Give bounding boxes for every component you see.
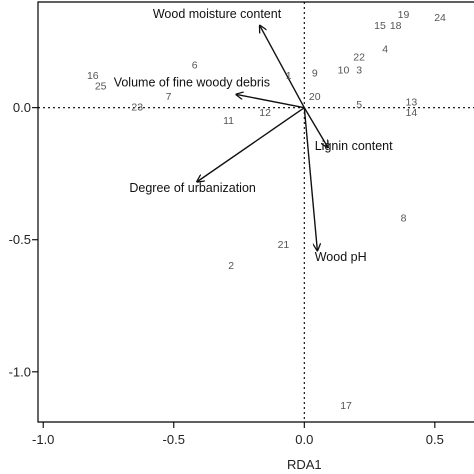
site-point-label: 1 bbox=[286, 70, 292, 82]
plot-frame bbox=[37, 1, 474, 423]
reference-lines bbox=[38, 2, 474, 422]
x-axis-title: RDA1 bbox=[287, 457, 322, 472]
vector-label: Volume of fine woody debris bbox=[114, 76, 270, 90]
y-tick-label: -0.5 bbox=[9, 232, 31, 247]
x-tick-label: 0.5 bbox=[426, 432, 444, 447]
site-point-label: 11 bbox=[223, 115, 234, 127]
vector-label: Wood moisture content bbox=[153, 7, 282, 21]
vector-arrow bbox=[303, 107, 317, 251]
site-point-label: 24 bbox=[434, 12, 446, 24]
site-point-label: 7 bbox=[166, 91, 172, 103]
x-tick-label: -0.5 bbox=[163, 432, 185, 447]
site-point-label: 25 bbox=[95, 81, 107, 93]
environmental-vectors: Wood moisture content Volume of fine wood… bbox=[114, 7, 393, 264]
site-point-label: 16 bbox=[87, 70, 99, 82]
vector-label: Wood pH bbox=[315, 250, 367, 264]
axes: -1.0 -0.5 0.0 0.5 0.0 -0.5 -1.0 bbox=[9, 1, 474, 447]
vector-arrow bbox=[260, 26, 305, 108]
site-point-label: 6 bbox=[192, 59, 198, 71]
y-tick-label: -1.0 bbox=[9, 364, 31, 379]
site-point-label: 5 bbox=[356, 99, 362, 111]
site-point-label: 23 bbox=[131, 102, 143, 114]
vector-arrow bbox=[303, 107, 327, 148]
x-tick-label: 0.0 bbox=[295, 432, 313, 447]
site-point-label: 10 bbox=[338, 65, 350, 77]
site-point-label: 19 bbox=[398, 9, 410, 21]
vector-arrow bbox=[197, 107, 305, 182]
vector-arrow bbox=[236, 94, 305, 109]
site-point-label: 2 bbox=[228, 260, 234, 272]
y-tick-label: 0.0 bbox=[13, 100, 31, 115]
vector-label: Degree of urbanization bbox=[129, 181, 256, 195]
site-point-label: 3 bbox=[356, 65, 362, 77]
vector-label: Lignin content bbox=[315, 139, 393, 153]
site-point-label: 17 bbox=[340, 400, 352, 412]
site-point-label: 9 bbox=[312, 67, 318, 79]
site-point-label: 12 bbox=[259, 107, 271, 119]
site-point-label: 4 bbox=[382, 44, 388, 56]
site-point-label: 18 bbox=[390, 20, 402, 32]
site-point-label: 14 bbox=[405, 107, 417, 119]
site-point-label: 20 bbox=[309, 91, 321, 103]
site-point-label: 22 bbox=[353, 51, 365, 63]
site-point-label: 21 bbox=[278, 239, 290, 251]
site-point-label: 13 bbox=[405, 96, 417, 108]
site-point-label: 15 bbox=[374, 20, 386, 32]
site-point-label: 8 bbox=[401, 213, 407, 225]
x-tick-label: -1.0 bbox=[32, 432, 54, 447]
